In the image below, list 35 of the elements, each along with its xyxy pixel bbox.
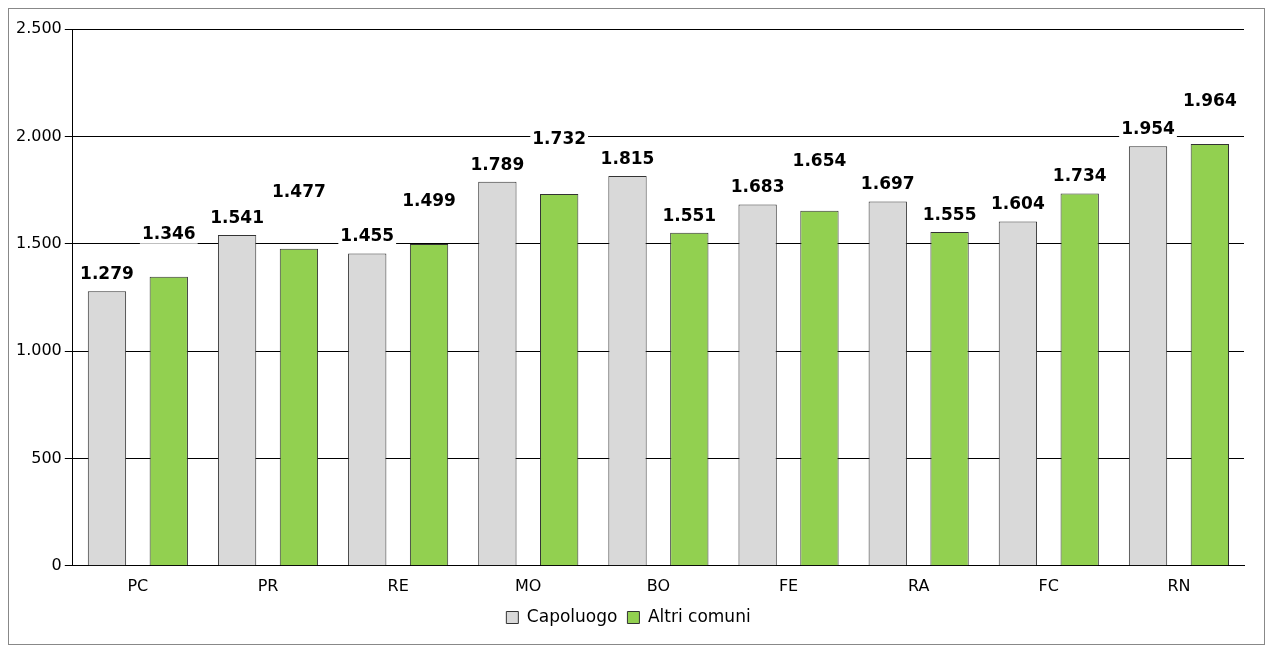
data-label: 1.346 (141, 222, 196, 243)
data-label: 1.654 (792, 150, 847, 171)
x-tick-label: MO (515, 575, 542, 595)
data-label: 1.697 (860, 173, 915, 194)
data-label: 1.279 (80, 263, 134, 284)
legend-label: Capoluogo (526, 605, 618, 626)
y-tick-label: 2.000 (15, 125, 62, 145)
data-label: 1.555 (922, 203, 977, 224)
data-label: 1.499 (402, 189, 456, 210)
data-label: 1.541 (210, 206, 264, 227)
x-tick-label: FC (1038, 575, 1059, 595)
y-tick-label: 1.500 (15, 232, 62, 252)
data-label: 1.604 (991, 193, 1045, 214)
y-tick-label: 1.000 (15, 340, 62, 360)
data-label: 1.455 (340, 225, 395, 246)
data-label: 1.954 (1121, 118, 1176, 139)
x-tick-label: FE (778, 575, 799, 595)
data-label: 1.732 (532, 127, 587, 148)
x-tick-label: PC (127, 575, 149, 595)
data-label: 1.683 (730, 176, 785, 197)
data-label: 1.477 (272, 180, 326, 201)
x-tick-label: RN (1167, 575, 1191, 595)
x-tick-label: PR (257, 575, 279, 595)
y-tick-label: 500 (31, 447, 62, 467)
data-label: 1.551 (662, 204, 717, 225)
data-label: 1.964 (1182, 90, 1237, 111)
y-tick-label: 0 (51, 554, 62, 574)
data-label: 1.815 (600, 148, 655, 169)
y-tick-label: 2.500 (15, 18, 62, 38)
legend-label: Altri comuni (647, 605, 751, 626)
data-label: 1.734 (1052, 165, 1107, 186)
x-tick-label: BO (646, 575, 671, 595)
data-label: 1.789 (470, 153, 525, 174)
x-tick-label: RA (907, 575, 930, 595)
x-tick-label: RE (387, 575, 409, 595)
